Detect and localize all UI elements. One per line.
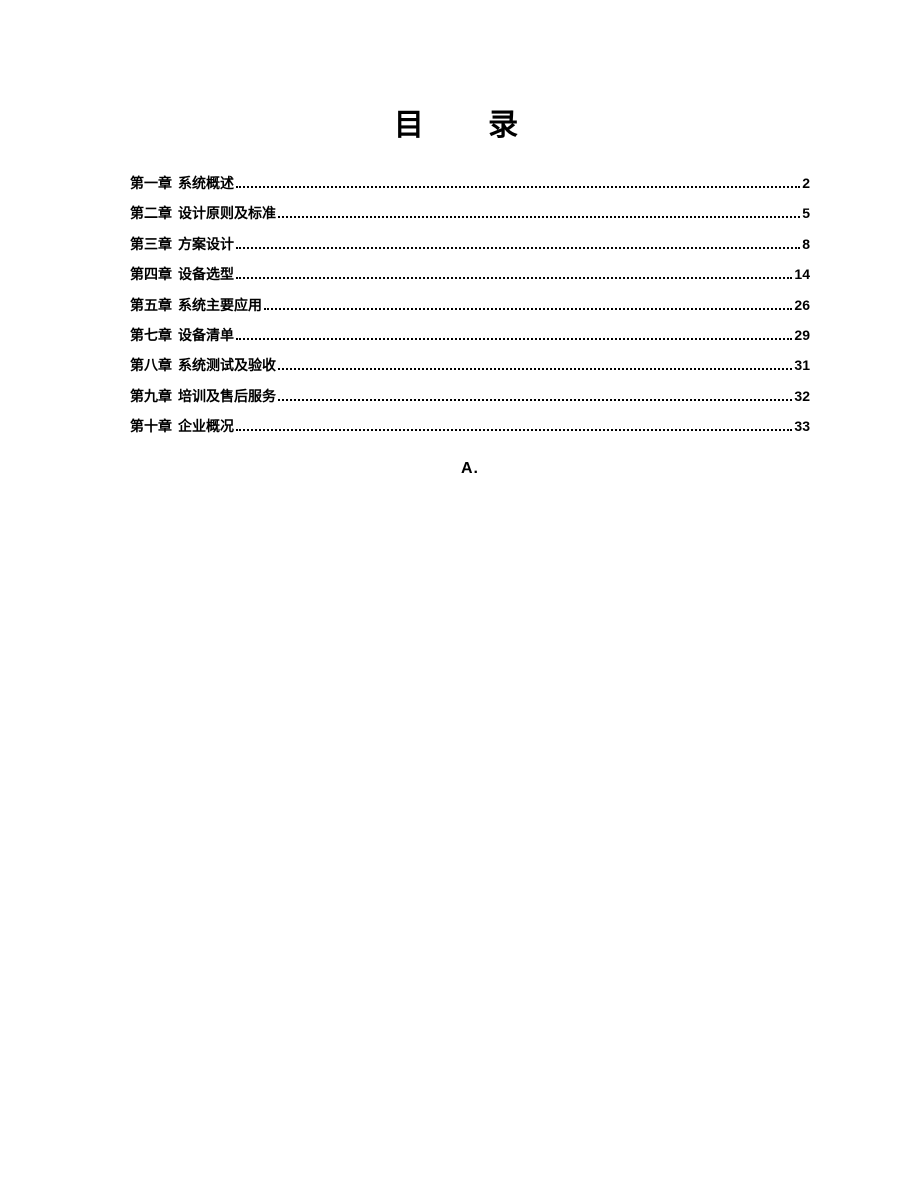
footer-mark: A.: [130, 460, 810, 478]
toc-entry: 第九章 培训及售后服务 32: [130, 385, 810, 407]
toc-page-number: 33: [794, 415, 810, 437]
toc-chapter: 第十章: [130, 415, 172, 437]
toc-chapter: 第四章: [130, 263, 172, 285]
toc-chapter: 第二章: [130, 202, 172, 224]
toc-entry: 第二章 设计原则及标准 5: [130, 202, 810, 224]
toc-entry-title: 系统概述: [178, 172, 234, 194]
toc-chapter: 第八章: [130, 354, 172, 376]
toc-page-number: 8: [802, 233, 810, 255]
toc-entry: 第七章 设备清单 29: [130, 324, 810, 346]
toc-dot-leader: [264, 308, 792, 310]
toc-page-number: 2: [802, 172, 810, 194]
toc-entry-title: 设备选型: [178, 263, 234, 285]
toc-chapter: 第三章: [130, 233, 172, 255]
toc-entry-title: 设备清单: [178, 324, 234, 346]
toc-entry-title: 企业概况: [178, 415, 234, 437]
toc-dot-leader: [278, 216, 800, 218]
toc-entry-title: 方案设计: [178, 233, 234, 255]
toc-chapter: 第九章: [130, 385, 172, 407]
toc-entry-title: 系统测试及验收: [178, 354, 276, 376]
toc-dot-leader: [236, 186, 800, 188]
toc-chapter: 第七章: [130, 324, 172, 346]
toc-title: 目 录: [130, 100, 810, 144]
toc-dot-leader: [278, 399, 792, 401]
toc-page-number: 14: [794, 263, 810, 285]
toc-entry: 第八章 系统测试及验收 31: [130, 354, 810, 376]
toc-entry: 第一章 系统概述 2: [130, 172, 810, 194]
toc-page-number: 32: [794, 385, 810, 407]
toc-chapter: 第五章: [130, 294, 172, 316]
toc-dot-leader: [278, 368, 792, 370]
toc-entry-title: 系统主要应用: [178, 294, 262, 316]
toc-chapter: 第一章: [130, 172, 172, 194]
toc-page-number: 29: [794, 324, 810, 346]
toc-entry-title: 设计原则及标准: [178, 202, 276, 224]
toc-entry: 第五章 系统主要应用 26: [130, 294, 810, 316]
toc-entry: 第十章 企业概况 33: [130, 415, 810, 437]
toc-dot-leader: [236, 429, 792, 431]
toc-page-number: 26: [794, 294, 810, 316]
toc-list: 第一章 系统概述 2 第二章 设计原则及标准 5 第三章 方案设计 8 第四章 …: [130, 172, 810, 438]
toc-dot-leader: [236, 247, 800, 249]
toc-page-number: 5: [802, 202, 810, 224]
toc-entry: 第四章 设备选型 14: [130, 263, 810, 285]
toc-dot-leader: [236, 277, 792, 279]
toc-entry: 第三章 方案设计 8: [130, 233, 810, 255]
toc-entry-title: 培训及售后服务: [178, 385, 276, 407]
toc-dot-leader: [236, 338, 792, 340]
toc-page-number: 31: [794, 354, 810, 376]
